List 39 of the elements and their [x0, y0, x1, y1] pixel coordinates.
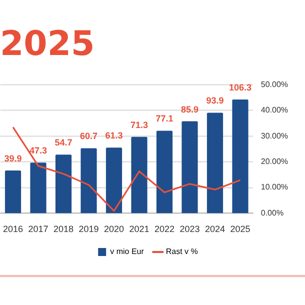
bar — [232, 99, 248, 214]
x-tick-label: 2023 — [180, 224, 200, 234]
data-label: 106.3 — [228, 82, 252, 92]
x-tick-label: 2024 — [204, 224, 226, 234]
data-label: 39.9 — [4, 153, 22, 164]
bar — [106, 148, 122, 214]
data-label: 47.3 — [29, 146, 48, 156]
y2-tick-label: 0.00% — [260, 208, 284, 218]
bar — [131, 136, 148, 214]
x-tick-label: 2021 — [129, 224, 150, 234]
y2-tick-label: 30.00% — [260, 131, 288, 140]
data-label: 85.9 — [180, 104, 199, 114]
bar — [55, 154, 72, 214]
bar — [206, 112, 224, 214]
bar — [4, 170, 22, 214]
y2-tick-label: 10.00% — [260, 182, 288, 192]
x-tick-label: 2020 — [104, 224, 124, 234]
bar — [30, 162, 46, 214]
x-tick-label: 2019 — [78, 224, 99, 234]
y2-tick-label: 40.00% — [260, 106, 288, 115]
y2-tick-label: 20.00% — [260, 157, 288, 166]
data-label: 60.7 — [80, 131, 98, 142]
bar — [182, 121, 198, 214]
bar — [156, 130, 173, 214]
data-label: 61.3 — [105, 130, 123, 141]
data-label: 93.9 — [206, 96, 224, 106]
x-tick-label: 2022 — [154, 224, 175, 234]
data-label: 71.3 — [130, 120, 148, 130]
x-tick-label: 2025 — [230, 224, 250, 234]
x-tick-label: 2016 — [2, 224, 24, 234]
chart-title: 2025 — [0, 24, 95, 64]
x-tick-label: 2017 — [28, 224, 48, 234]
data-label: 54.7 — [54, 138, 72, 148]
data-label: 77.1 — [156, 114, 174, 124]
legend-label: Rast v % — [166, 247, 198, 256]
bar — [80, 148, 97, 214]
y2-tick-label: 50.00% — [260, 80, 288, 90]
x-tick-label: 2018 — [53, 224, 74, 234]
legend-label: v mio Eur — [110, 247, 144, 256]
